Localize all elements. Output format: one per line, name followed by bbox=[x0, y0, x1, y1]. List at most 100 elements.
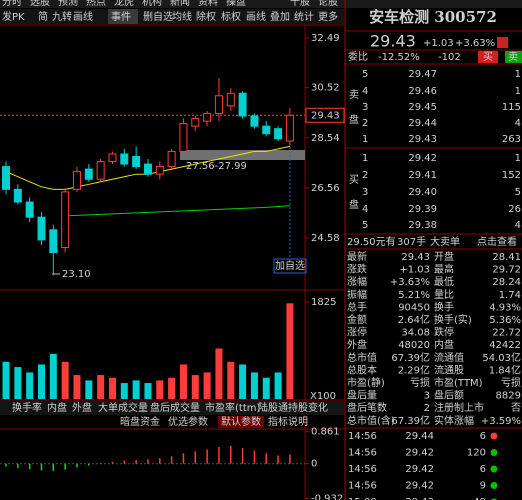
trade-direction bbox=[490, 449, 498, 456]
subtab[interactable]: 默认参数 bbox=[221, 415, 261, 428]
toolbar-button[interactable]: 九转 bbox=[52, 10, 72, 23]
stat-value: 67.39亿 bbox=[391, 351, 430, 364]
stat-value: 5.36% bbox=[489, 315, 521, 326]
top-tab[interactable]: 资料 bbox=[198, 0, 218, 8]
candle-body bbox=[167, 150, 176, 168]
toolbar-button[interactable]: 画线 bbox=[246, 10, 266, 23]
stock-name: 安车检测 300572 bbox=[369, 8, 497, 26]
stat-label: 市盈(TTM) bbox=[434, 376, 483, 389]
level: 3 bbox=[362, 102, 368, 113]
volume-bar bbox=[14, 367, 22, 399]
top-tab[interactable]: 分时 bbox=[2, 0, 22, 8]
volume-bar bbox=[227, 361, 235, 399]
order-link[interactable]: 点击查看 bbox=[477, 235, 517, 248]
toolbar-button[interactable]: 简 bbox=[38, 10, 48, 23]
stat-label: 总股本 bbox=[347, 363, 377, 376]
tab[interactable]: 盘后成交量 bbox=[150, 401, 200, 414]
stat-label: 换手(实) bbox=[434, 313, 472, 326]
toolbar-button[interactable]: 标权 bbox=[221, 10, 241, 23]
candle-body bbox=[61, 191, 70, 249]
level: 2 bbox=[362, 170, 368, 181]
order-note: 307手 bbox=[397, 235, 426, 248]
stat-value: 54.03亿 bbox=[482, 351, 521, 364]
volume-bar bbox=[49, 353, 57, 399]
y-tick-label: 26.56 bbox=[311, 183, 340, 194]
subtab[interactable]: 暗盘资金 bbox=[120, 415, 160, 428]
trade-time: 14:56 bbox=[348, 481, 377, 492]
top-tab[interactable]: 热点 bbox=[86, 0, 106, 8]
tab[interactable]: 外盘 bbox=[72, 401, 92, 414]
toolbar-button[interactable]: 发 bbox=[2, 10, 12, 23]
toolbar-button[interactable]: 删自选 bbox=[143, 10, 173, 23]
stat-label: 涨停 bbox=[347, 326, 367, 339]
add-watch-box bbox=[273, 258, 307, 274]
range-band bbox=[180, 150, 305, 160]
trade-price: 29.42 bbox=[405, 464, 434, 475]
candle-body bbox=[250, 115, 259, 127]
subtab[interactable]: 优选参数 bbox=[168, 415, 208, 428]
volume-bar bbox=[274, 372, 282, 399]
moving-average bbox=[65, 205, 290, 217]
candle-body bbox=[143, 163, 152, 175]
toolbar-button[interactable]: 画线 bbox=[73, 10, 93, 23]
toolbar-button[interactable]: PK bbox=[12, 12, 25, 23]
volume-bar bbox=[168, 377, 176, 399]
stat-value: 1.84亿 bbox=[489, 363, 521, 376]
top-tab[interactable]: 机构 bbox=[142, 0, 162, 8]
stat-label: 盘后量 bbox=[347, 389, 377, 402]
sell-label[interactable]: 卖 bbox=[508, 51, 518, 63]
candle-body bbox=[262, 125, 271, 135]
sell-button[interactable] bbox=[505, 51, 522, 63]
toolbar-button[interactable]: 统计 bbox=[294, 10, 314, 23]
stat-label: 振幅 bbox=[347, 288, 367, 301]
trade-price: 29.43 bbox=[405, 497, 434, 500]
ratio: -12.52% bbox=[378, 52, 420, 63]
volume-tick-label: 1825 bbox=[311, 297, 336, 308]
tab[interactable]: 市盈率(ttm) bbox=[205, 401, 260, 414]
toolbar-button[interactable]: 事件 bbox=[111, 10, 131, 23]
trade-volume: 6 bbox=[480, 464, 486, 475]
top-tab[interactable]: 预测 bbox=[58, 0, 78, 8]
candle-body bbox=[226, 92, 235, 107]
stat-value: 29.43 bbox=[401, 252, 430, 263]
volume-bar bbox=[215, 348, 223, 399]
volume-bar bbox=[156, 380, 164, 399]
stat-label: 总市值(含) bbox=[347, 414, 395, 427]
order-note: 大卖单 bbox=[430, 235, 460, 248]
top-tab[interactable]: 新闻 bbox=[170, 0, 190, 8]
top-tab[interactable]: 选股 bbox=[30, 0, 50, 8]
toolbar-button[interactable]: 均线 bbox=[172, 10, 192, 23]
tab[interactable]: 内盘 bbox=[47, 401, 67, 414]
top-tab[interactable]: 操盘 bbox=[226, 0, 246, 8]
level-volume: 115 bbox=[502, 102, 521, 113]
level-price: 29.45 bbox=[408, 102, 437, 113]
top-tab[interactable]: 论股 bbox=[318, 0, 338, 8]
buy-label[interactable]: 买 bbox=[483, 51, 493, 63]
toolbar-button[interactable]: 叠加 bbox=[270, 11, 290, 23]
candle-body bbox=[238, 92, 247, 117]
stat-label: 流通股 bbox=[434, 363, 464, 376]
add-watch[interactable]: 加自选 bbox=[275, 259, 305, 272]
toolbar-button[interactable]: 除权 bbox=[196, 10, 216, 23]
level-volume: 1 bbox=[515, 86, 521, 97]
candle-body bbox=[214, 95, 223, 115]
candle-body bbox=[155, 166, 164, 175]
change-pct: +3.63% bbox=[455, 38, 495, 49]
ratio-label: 委比 bbox=[348, 50, 368, 63]
level-price: 29.46 bbox=[408, 86, 437, 97]
icon[interactable] bbox=[497, 37, 508, 48]
tab[interactable]: 大单成交量 bbox=[98, 401, 148, 414]
level-price: 29.47 bbox=[408, 69, 437, 80]
stat-label: 流通值 bbox=[434, 351, 464, 364]
top-tab[interactable]: 千股 bbox=[290, 0, 310, 8]
tab[interactable]: 换手率 bbox=[12, 401, 42, 414]
stat-label: 盘后笔数 bbox=[347, 401, 387, 414]
top-tab[interactable]: 龙虎 bbox=[114, 0, 134, 8]
ask-side: 卖 bbox=[349, 89, 359, 101]
stat-value: 5.21% bbox=[398, 290, 430, 301]
level-volume: 26 bbox=[508, 204, 521, 215]
toolbar-button[interactable]: 更多 bbox=[318, 10, 338, 23]
tab[interactable]: 陆股通持股变化 bbox=[258, 401, 328, 414]
buy-button[interactable] bbox=[478, 51, 498, 63]
subtab[interactable]: 指标说明 bbox=[268, 415, 308, 428]
